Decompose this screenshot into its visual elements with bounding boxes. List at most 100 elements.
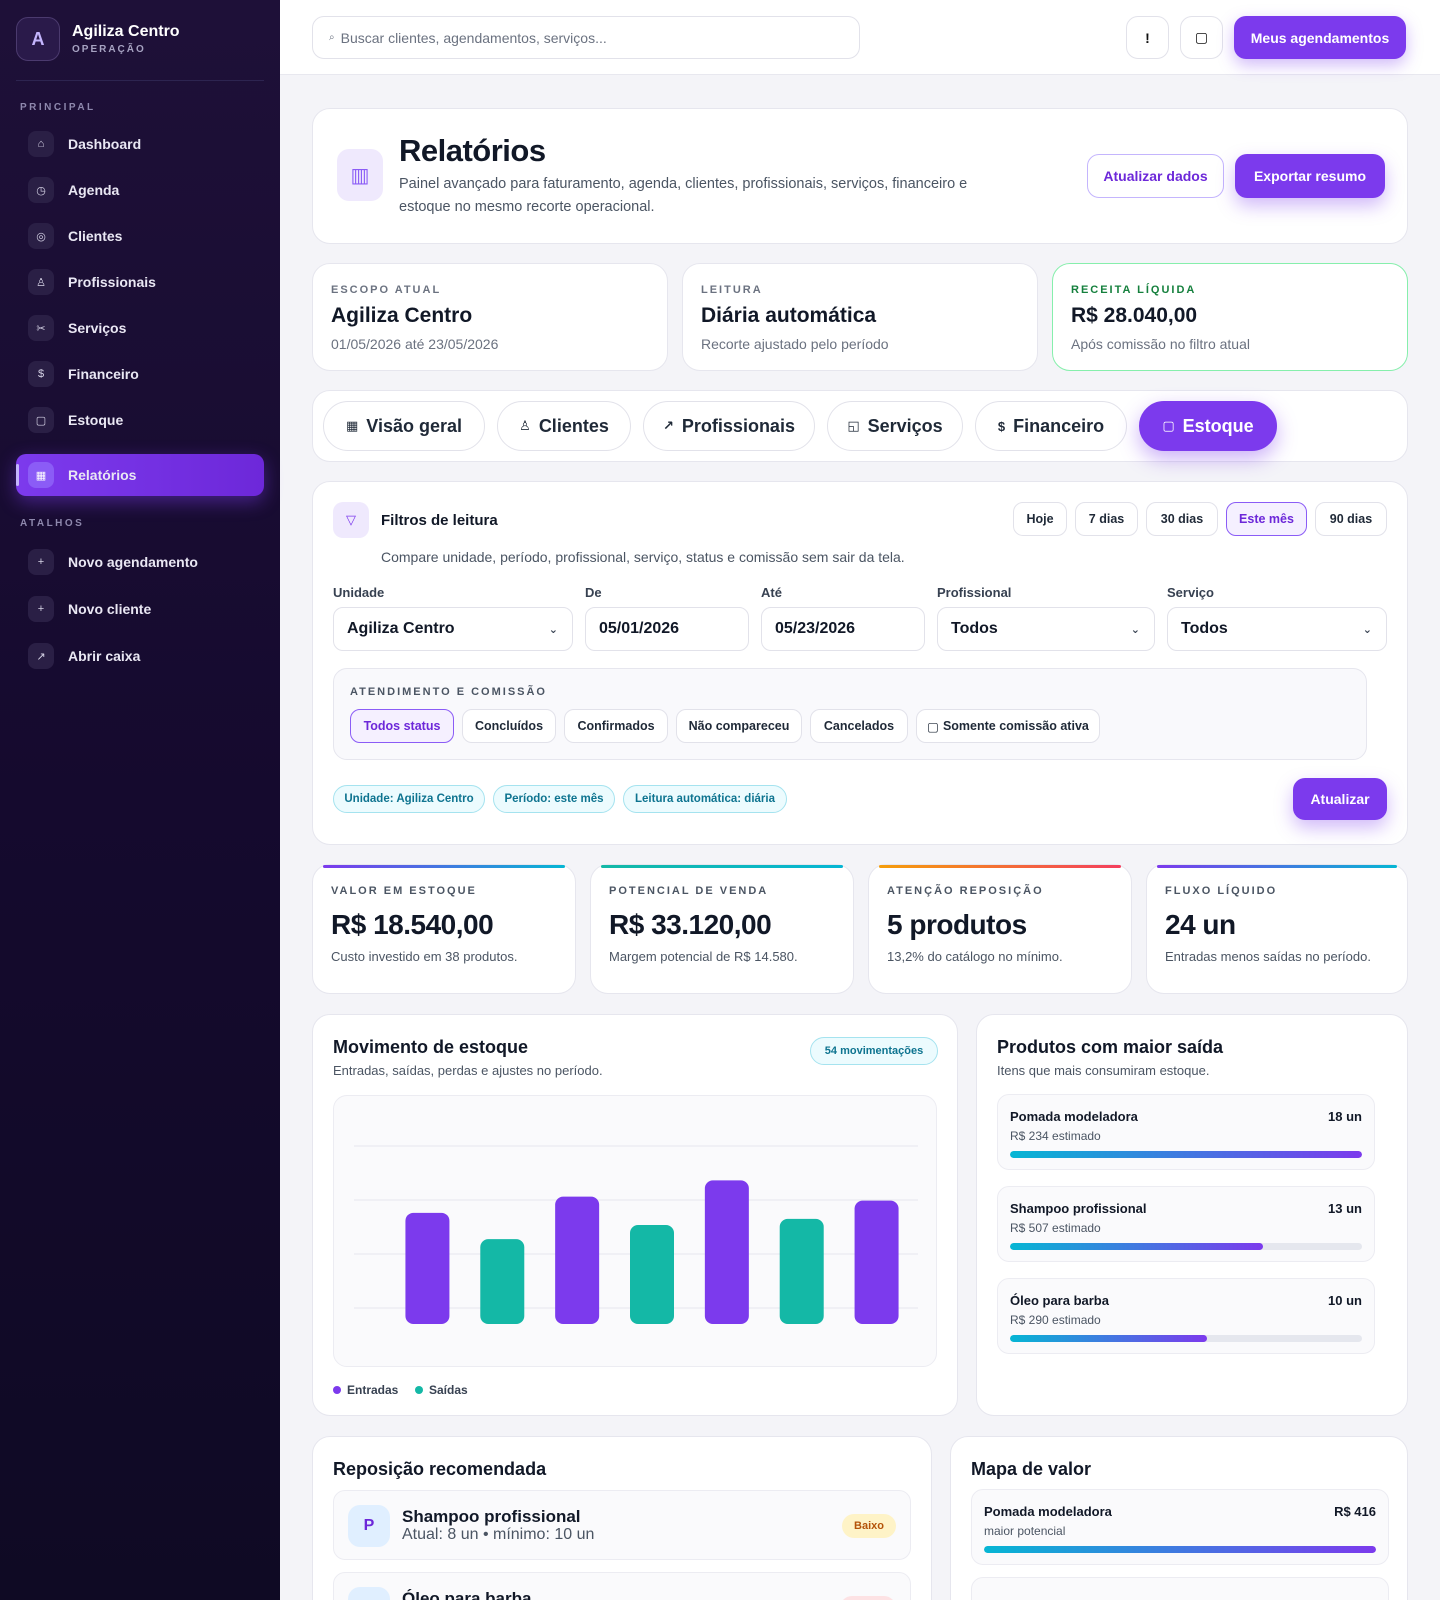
product-qty: 13 un: [1328, 1201, 1362, 1216]
sidebar-item-servicos[interactable]: ✂ Serviços: [16, 307, 264, 349]
update-button[interactable]: Atualizar: [1293, 778, 1387, 820]
sidebar-item-agenda[interactable]: ◷ Agenda: [16, 169, 264, 211]
square-icon: ▢: [1194, 29, 1209, 45]
info-eyebrow: ESCOPO ATUAL: [331, 284, 442, 296]
sidebar-item-label: Relatórios: [68, 467, 137, 483]
info-eyebrow: RECEITA LÍQUIDA: [1071, 284, 1197, 296]
shortcut-novo-agendamento[interactable]: + Novo agendamento: [16, 541, 264, 583]
kpi-eyebrow: ATENÇÃO REPOSIÇÃO: [887, 885, 1044, 897]
top-product-item[interactable]: Shampoo profissional 13 un R$ 507 estima…: [997, 1186, 1375, 1262]
product-avatar: P: [348, 1505, 390, 1547]
info-card-net-revenue: RECEITA LÍQUIDA R$ 28.040,00 Após comiss…: [1052, 263, 1408, 371]
status-nao-compareceu[interactable]: Não compareceu: [676, 709, 802, 743]
search-input[interactable]: ⌕ Buscar clientes, agendamentos, serviço…: [312, 16, 860, 59]
status-concluidos[interactable]: Concluídos: [462, 709, 556, 743]
info-value: Agiliza Centro: [331, 304, 473, 327]
restock-item[interactable]: P Shampoo profissional Atual: 8 un • mín…: [333, 1490, 911, 1560]
bar-entradas[interactable]: [555, 1196, 600, 1324]
preset-7-dias[interactable]: 7 dias: [1075, 502, 1138, 536]
tab-label: Visão geral: [366, 415, 463, 436]
alert-button[interactable]: !: [1126, 16, 1169, 59]
servico-select[interactable]: Todos ⌄: [1167, 607, 1387, 651]
top-product-item[interactable]: Óleo para barba 10 un R$ 290 estimado: [997, 1278, 1375, 1354]
bar-entradas[interactable]: [704, 1180, 749, 1324]
progress-track: [1010, 1243, 1362, 1250]
tab-visao-geral[interactable]: ▦ Visão geral: [323, 401, 485, 451]
sidebar-item-dashboard[interactable]: ⌂ Dashboard: [16, 123, 264, 165]
sidebar-item-financeiro[interactable]: $ Financeiro: [16, 353, 264, 395]
bar-sadas[interactable]: [779, 1218, 824, 1324]
info-sub: 01/05/2026 até 23/05/2026: [331, 336, 499, 352]
sidebar-item-label: Agenda: [68, 182, 120, 198]
status-badge: Baixo: [842, 1514, 896, 1538]
tab-estoque[interactable]: ▢ Estoque: [1139, 401, 1277, 451]
date-from-input[interactable]: 05/01/2026: [585, 607, 749, 651]
status-cancelados[interactable]: Cancelados: [810, 709, 908, 743]
top-product-item[interactable]: Pomada modeladora 18 un R$ 234 estimado: [997, 1094, 1375, 1170]
brand-subtitle: OPERAÇÃO: [72, 44, 146, 55]
page-description: Painel avançado para faturamento, agenda…: [399, 176, 968, 215]
unidade-select[interactable]: Agiliza Centro ⌄: [333, 607, 573, 651]
refresh-data-button[interactable]: Atualizar dados: [1087, 154, 1224, 198]
shortcut-label: Abrir caixa: [68, 648, 141, 664]
sidebar-item-profissionais[interactable]: ♙ Profissionais: [16, 261, 264, 303]
unidade-value: Agiliza Centro: [347, 620, 455, 637]
plus-icon: +: [28, 596, 54, 622]
legend-dot: [415, 1386, 423, 1394]
bar-sadas[interactable]: [630, 1224, 674, 1324]
shortcut-abrir-caixa[interactable]: ↗ Abrir caixa: [16, 635, 264, 677]
sidebar-item-relatorios[interactable]: ▦ Relatórios: [16, 454, 264, 496]
preset-90-dias[interactable]: 90 dias: [1315, 502, 1387, 536]
progress-fill: [1010, 1243, 1264, 1250]
sidebar-item-clientes[interactable]: ◎ Clientes: [16, 215, 264, 257]
value-map-item[interactable]: [971, 1577, 1389, 1600]
progress-fill: [1010, 1335, 1208, 1342]
progress-track: [984, 1546, 1376, 1553]
my-appointments-button[interactable]: Meus agendamentos: [1234, 16, 1406, 59]
label-ate: Até: [761, 585, 782, 600]
tab-label: Financeiro: [1013, 415, 1105, 436]
tab-financeiro[interactable]: $ Financeiro: [975, 401, 1127, 451]
square-button[interactable]: ▢: [1180, 16, 1223, 59]
kpi-restock-attention: ATENÇÃO REPOSIÇÃO 5 produtos 13,2% do ca…: [868, 864, 1132, 994]
value-map-item[interactable]: Pomada modeladora R$ 416 maior potencial: [971, 1489, 1389, 1565]
preset-30-dias[interactable]: 30 dias: [1146, 502, 1218, 536]
page-title: Relatórios: [399, 133, 546, 168]
shortcut-novo-cliente[interactable]: + Novo cliente: [16, 588, 264, 630]
bar-entradas[interactable]: [854, 1200, 899, 1324]
stock-movement-card: Movimento de estoque Entradas, saídas, p…: [312, 1014, 958, 1416]
commission-checkbox[interactable]: ▢ Somente comissão ativa: [916, 709, 1100, 743]
shortcut-label: Novo cliente: [68, 601, 152, 617]
tab-label: Serviços: [867, 415, 943, 436]
sidebar-item-estoque[interactable]: ▢ Estoque: [16, 399, 264, 441]
active-filter-pill: Leitura automática: diária: [623, 785, 787, 813]
info-card-scope: ESCOPO ATUAL Agiliza Centro 01/05/2026 a…: [312, 263, 668, 371]
kpi-accent-bar: [323, 865, 565, 868]
restock-item[interactable]: Óleo para barba: [333, 1572, 911, 1600]
product-name: Pomada modeladora: [1010, 1109, 1138, 1124]
profissional-select[interactable]: Todos ⌄: [937, 607, 1155, 651]
tab-servicos[interactable]: ◱ Serviços: [827, 401, 963, 451]
kpi-sub: Entradas menos saídas no período.: [1165, 949, 1371, 964]
active-filter-pill: Período: este mês: [493, 785, 615, 813]
bar-sadas[interactable]: [480, 1239, 525, 1324]
date-to-input[interactable]: 05/23/2026: [761, 607, 925, 651]
product-name: Óleo para barba: [402, 1589, 532, 1600]
search-placeholder: Buscar clientes, agendamentos, serviços.…: [340, 29, 607, 46]
kpi-accent-bar: [601, 865, 843, 868]
brand[interactable]: A Agiliza Centro OPERAÇÃO: [16, 17, 180, 61]
preset-este-mes[interactable]: Este mês: [1226, 502, 1307, 536]
status-todos[interactable]: Todos status: [350, 709, 454, 743]
tab-profissionais[interactable]: ↗ Profissionais: [643, 401, 815, 451]
filter-icon: ▽: [333, 502, 369, 538]
section-title: Produtos com maior saída: [997, 1037, 1224, 1057]
chart-area: [333, 1095, 937, 1367]
product-avatar: [348, 1587, 390, 1600]
clock-icon: ◷: [28, 177, 54, 203]
export-summary-button[interactable]: Exportar resumo: [1235, 154, 1385, 198]
status-confirmados[interactable]: Confirmados: [564, 709, 668, 743]
tab-clientes[interactable]: ♙ Clientes: [497, 401, 631, 451]
preset-hoje[interactable]: Hoje: [1013, 502, 1067, 536]
product-estimate: R$ 507 estimado: [1010, 1221, 1101, 1235]
bar-entradas[interactable]: [405, 1212, 450, 1324]
